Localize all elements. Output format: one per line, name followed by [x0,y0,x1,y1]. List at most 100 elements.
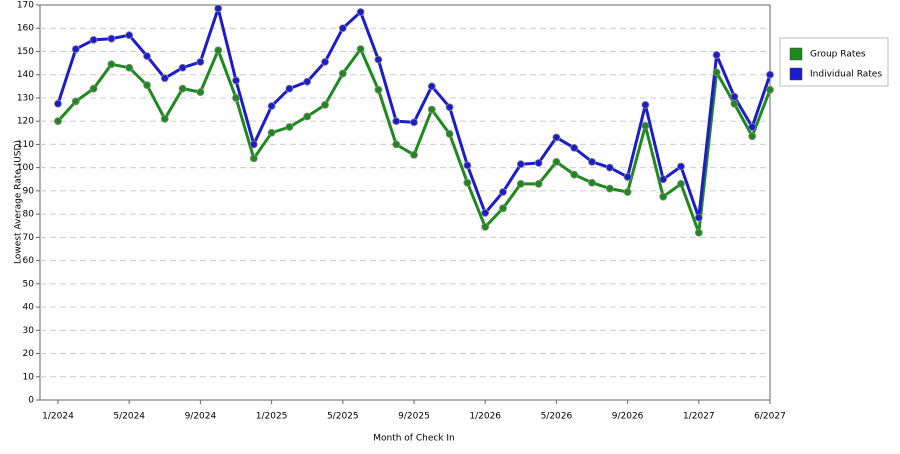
y-tick-label: 100 [17,163,34,173]
y-tick-label: 130 [17,93,34,103]
data-point [588,178,596,187]
data-point [641,101,650,109]
data-point [196,88,205,97]
y-tick-label: 80 [23,210,35,220]
data-point [214,46,223,55]
data-point [356,8,365,16]
data-point [143,81,151,90]
data-point [570,143,579,152]
x-tick-label: 9/2026 [612,412,644,422]
y-tick-label: 120 [17,117,34,127]
data-point [285,123,294,131]
data-point [677,162,685,171]
x-tick-label: 5/2024 [113,412,145,422]
data-point [552,133,561,142]
y-tick-label: 110 [17,140,34,150]
legend-swatch [789,67,803,81]
data-point [659,192,668,201]
data-point [71,97,80,106]
y-tick-label: 10 [23,372,35,382]
data-point [427,105,436,114]
y-tick-label: 70 [23,233,35,243]
data-point [160,74,169,83]
data-point [303,112,312,121]
x-tick-label: 1/2025 [256,412,288,422]
data-point [321,58,329,66]
y-tick-label: 40 [23,303,35,313]
data-point [659,175,668,184]
data-point [107,60,116,69]
data-point [623,188,632,196]
data-point [125,31,134,40]
data-point [410,118,418,127]
data-point [730,99,739,108]
data-point [143,52,151,61]
x-tick-label: 1/2024 [42,412,74,422]
data-point [356,45,365,54]
data-point [214,4,223,13]
data-point [499,188,507,196]
data-point [694,228,703,237]
data-point [534,159,543,167]
data-point [499,204,507,213]
data-point [641,121,650,130]
y-tick-label: 160 [17,24,34,34]
x-tick-label: 1/2027 [683,412,715,422]
legend-label: Individual Rates [810,70,882,80]
data-point [125,63,134,72]
data-point [160,114,169,123]
data-point [605,184,614,193]
data-point [196,58,205,66]
data-point [677,180,685,188]
data-point [481,209,490,217]
data-point [178,63,187,72]
data-point [249,154,258,163]
data-point [392,117,401,126]
data-point [54,117,62,126]
data-point [445,130,454,138]
data-point [481,222,490,231]
data-point [267,102,276,110]
data-point [445,103,454,112]
y-tick-label: 0 [28,396,34,406]
data-point [338,24,347,33]
y-tick-label: 150 [17,47,34,57]
data-point [232,76,240,85]
data-point [748,123,757,131]
data-point [89,35,98,44]
y-tick-label: 140 [17,70,34,80]
data-point [605,163,614,172]
data-point [267,128,276,137]
legend-swatch [789,47,803,61]
data-point [766,85,774,94]
data-point [427,82,436,91]
data-point [107,34,116,43]
data-point [712,51,721,59]
data-point [232,94,240,102]
x-tick-label: 6/2027 [754,412,786,422]
data-point [285,84,294,93]
data-point [249,140,258,149]
data-point [588,157,596,166]
data-point [712,68,721,77]
data-point [516,160,525,169]
data-point [748,132,757,141]
data-point [321,101,329,109]
legend-label: Group Rates [810,50,866,60]
data-point [54,99,62,108]
y-tick-label: 30 [23,326,35,336]
data-point [534,180,543,188]
data-point [766,70,774,79]
data-point [570,170,579,179]
plot-area [39,4,771,401]
x-axis-label: Month of Check In [373,434,455,444]
y-tick-label: 20 [23,349,35,359]
data-point [552,157,561,166]
data-point [410,150,418,159]
y-tick-label: 170 [17,1,34,11]
data-point [463,178,472,187]
y-tick-label: 50 [23,279,35,289]
data-point [730,92,739,101]
x-tick-label: 5/2025 [327,412,359,422]
data-point [463,161,472,170]
